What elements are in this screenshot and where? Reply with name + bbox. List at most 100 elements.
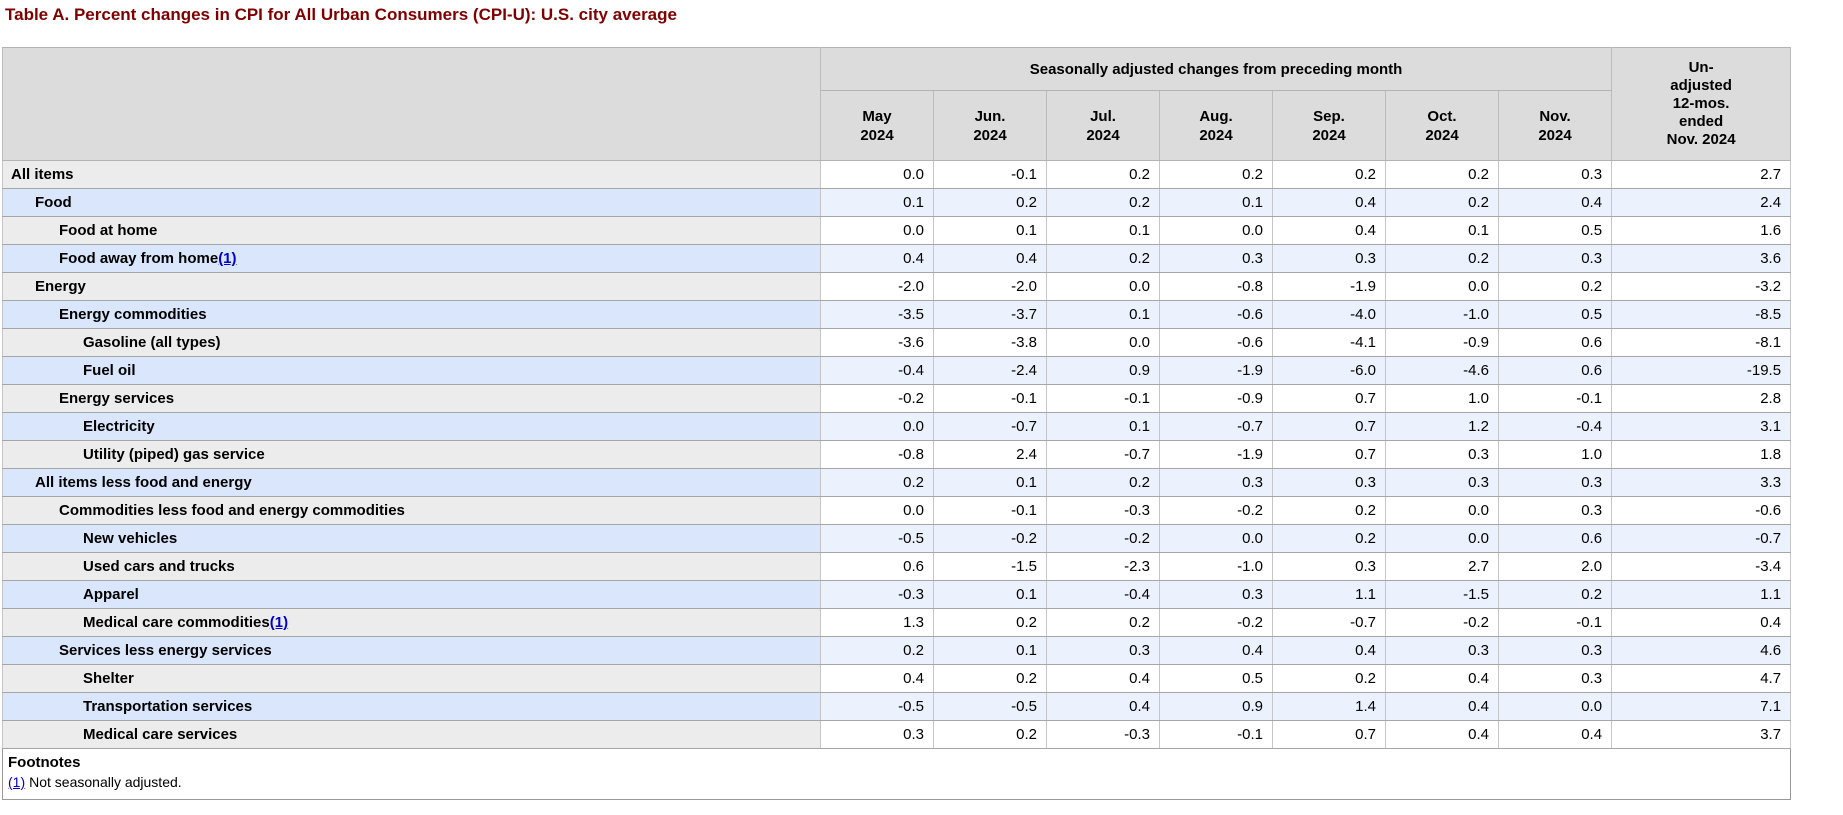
month-value-cell: 0.0 bbox=[1497, 692, 1613, 721]
month-value-cell: 0.2 bbox=[1046, 244, 1160, 273]
yoy-value-cell: 4.7 bbox=[1611, 664, 1792, 693]
month-column-header: Sep. 2024 bbox=[1272, 90, 1386, 161]
month-column-header: Oct. 2024 bbox=[1385, 90, 1499, 161]
month-value-cell: 0.1 bbox=[1046, 300, 1160, 329]
table-row: Shelter 0.4 0.2 0.4 0.5 0.2 0.4 0.3 4.7 bbox=[2, 664, 1792, 693]
month-value-cell: -0.7 bbox=[1159, 412, 1273, 441]
month-value-cell: -0.7 bbox=[933, 412, 1047, 441]
month-value-cell: 0.3 bbox=[1497, 496, 1613, 525]
month-value-cell: -0.1 bbox=[1497, 384, 1613, 413]
month-value-cell: -0.2 bbox=[1159, 496, 1273, 525]
month-value-cell: 0.1 bbox=[1159, 188, 1273, 217]
month-value-cell: -1.5 bbox=[1385, 580, 1499, 609]
month-value-cell: -2.4 bbox=[933, 356, 1047, 385]
row-label: Transportation services bbox=[2, 692, 821, 721]
month-value-cell: 1.0 bbox=[1497, 440, 1613, 469]
month-value-cell: 0.3 bbox=[1272, 552, 1386, 581]
month-value-cell: -2.0 bbox=[933, 272, 1047, 301]
month-value-cell: 0.2 bbox=[1385, 160, 1499, 189]
group-header-row: Seasonally adjusted changes from precedi… bbox=[2, 47, 1792, 161]
table-row: Food 0.1 0.2 0.2 0.1 0.4 0.2 0.4 2.4 bbox=[2, 188, 1792, 217]
month-value-cell: 0.2 bbox=[1159, 160, 1273, 189]
yoy-value-cell: 1.6 bbox=[1611, 216, 1792, 245]
month-value-cell: -4.0 bbox=[1272, 300, 1386, 329]
row-label: Medical care commodities(1) bbox=[2, 608, 821, 637]
row-label: Medical care services bbox=[2, 720, 821, 749]
footnotes-heading: Footnotes bbox=[8, 754, 81, 771]
month-value-cell: 0.4 bbox=[1272, 188, 1386, 217]
yoy-value-cell: 0.4 bbox=[1611, 608, 1792, 637]
month-value-cell: -0.1 bbox=[933, 160, 1047, 189]
month-value-cell: 0.2 bbox=[1497, 272, 1613, 301]
month-value-cell: 0.4 bbox=[1385, 664, 1499, 693]
month-value-cell: -2.0 bbox=[820, 272, 934, 301]
month-value-cell: -1.5 bbox=[933, 552, 1047, 581]
row-label: Energy services bbox=[2, 384, 821, 413]
month-column-header: May 2024 bbox=[820, 90, 934, 161]
month-value-cell: 1.2 bbox=[1385, 412, 1499, 441]
yoy-value-cell: -19.5 bbox=[1611, 356, 1792, 385]
month-value-cell: -1.0 bbox=[1159, 552, 1273, 581]
month-value-cell: 0.4 bbox=[1497, 720, 1613, 749]
month-value-cell: -0.9 bbox=[1159, 384, 1273, 413]
month-value-cell: 0.3 bbox=[1497, 160, 1613, 189]
table-row: Gasoline (all types) -3.6 -3.8 0.0 -0.6 -4.1-… bbox=[2, 328, 1792, 357]
month-value-cell: 0.2 bbox=[820, 636, 934, 665]
month-value-cell: 0.0 bbox=[820, 496, 934, 525]
yoy-value-cell: -0.7 bbox=[1611, 524, 1792, 553]
month-value-cell: 2.0 bbox=[1497, 552, 1613, 581]
row-label: All items less food and energy bbox=[2, 468, 821, 497]
footnote-ref-link[interactable]: (1) bbox=[269, 614, 289, 631]
month-value-cell: 0.4 bbox=[933, 244, 1047, 273]
month-value-cell: -0.3 bbox=[820, 580, 934, 609]
table-body: All items 0.0 -0.1 0.2 0.2 0.2 0.2 0.3 2.7 Food 0.… bbox=[2, 160, 1792, 749]
table-row: Energy services -0.2 -0.1 -0.1 -0.9 0.7 1.0 -0.… bbox=[2, 384, 1792, 413]
table-row: Commodities less food and energy commodi… bbox=[2, 496, 1792, 525]
month-value-cell: -0.8 bbox=[1159, 272, 1273, 301]
month-value-cell: 0.3 bbox=[1385, 440, 1499, 469]
row-label: Food bbox=[2, 188, 821, 217]
month-value-cell: 0.4 bbox=[1159, 636, 1273, 665]
month-value-cell: 0.3 bbox=[820, 720, 934, 749]
table-row: Medical care commodities(1) 1.3 0.2 0.2 -0.2… bbox=[2, 608, 1792, 637]
month-value-cell: 0.1 bbox=[1046, 412, 1160, 441]
month-value-cell: 1.1 bbox=[1272, 580, 1386, 609]
month-value-cell: -0.3 bbox=[1046, 720, 1160, 749]
month-value-cell: 0.7 bbox=[1272, 384, 1386, 413]
month-value-cell: 0.4 bbox=[1385, 692, 1499, 721]
month-value-cell: -1.9 bbox=[1272, 272, 1386, 301]
month-value-cell: 0.4 bbox=[1272, 216, 1386, 245]
month-value-cell: 0.4 bbox=[1497, 188, 1613, 217]
table-row: Energy commodities -3.5 -3.7 0.1 -0.6 -4.0 -1.… bbox=[2, 300, 1792, 329]
table-row: Electricity 0.0 -0.7 0.1 -0.7 0.7 1.2 -0.4 3.1 bbox=[2, 412, 1792, 441]
month-value-cell: -0.7 bbox=[1272, 608, 1386, 637]
month-header-row: May 2024 Jun. 2024 Jul. 2024 Aug. 2024 Sep. 2024 O… bbox=[3, 90, 1791, 161]
yoy-value-cell: 1.1 bbox=[1611, 580, 1792, 609]
month-value-cell: 1.3 bbox=[820, 608, 934, 637]
month-value-cell: 0.2 bbox=[933, 188, 1047, 217]
month-value-cell: 0.3 bbox=[1385, 468, 1499, 497]
month-value-cell: -0.2 bbox=[820, 384, 934, 413]
footnote-ref-link[interactable]: (1) bbox=[218, 250, 237, 267]
cpi-table: Seasonally adjusted changes from precedi… bbox=[2, 47, 1792, 800]
table-row: Medical care services 0.3 0.2 -0.3 -0.1 0.7 0.… bbox=[2, 720, 1792, 749]
month-value-cell: -0.6 bbox=[1159, 328, 1273, 357]
month-value-cell: -1.0 bbox=[1385, 300, 1499, 329]
month-value-cell: 0.9 bbox=[1046, 356, 1160, 385]
page-title: Table A. Percent changes in CPI for All … bbox=[5, 5, 677, 24]
month-value-cell: 0.0 bbox=[1385, 496, 1499, 525]
month-column-header: Jul. 2024 bbox=[1046, 90, 1160, 161]
month-value-cell: -0.5 bbox=[933, 692, 1047, 721]
table-row: New vehicles -0.5 -0.2 -0.2 0.0 0.2 0.0 0.6 -0.7 bbox=[2, 524, 1792, 553]
footnote-1-link[interactable]: (1) bbox=[8, 774, 26, 790]
stub-header-cell bbox=[2, 47, 821, 161]
table-row: Services less energy services 0.2 0.1 0.3 0.… bbox=[2, 636, 1792, 665]
month-value-cell: 0.1 bbox=[1385, 216, 1499, 245]
month-value-cell: 0.9 bbox=[1159, 692, 1273, 721]
row-label: New vehicles bbox=[2, 524, 821, 553]
month-value-cell: 0.0 bbox=[820, 160, 934, 189]
yoy-value-cell: -3.2 bbox=[1611, 272, 1792, 301]
month-value-cell: 0.7 bbox=[1272, 440, 1386, 469]
yoy-value-cell: -8.1 bbox=[1611, 328, 1792, 357]
month-value-cell: 0.0 bbox=[820, 412, 934, 441]
